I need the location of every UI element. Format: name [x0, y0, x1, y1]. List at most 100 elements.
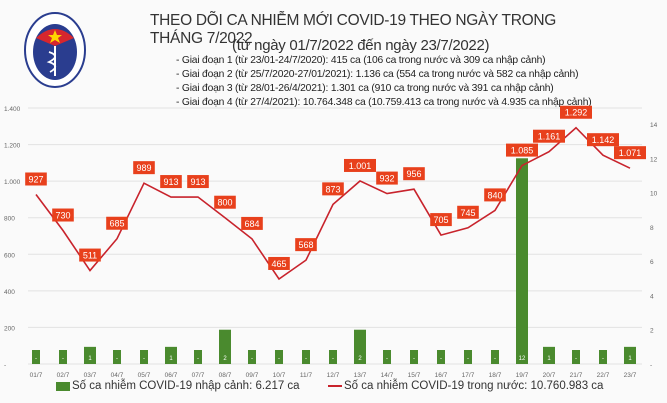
line-label-box [160, 175, 182, 189]
left-axis-tick: 1.200 [4, 143, 21, 150]
bar [491, 350, 499, 364]
bar [410, 350, 418, 364]
x-axis-tick: 06/7 [165, 372, 178, 379]
bar-label: - [278, 356, 280, 362]
line-label-box [430, 213, 452, 227]
x-axis-tick: 19/7 [516, 372, 529, 379]
line-label-box [403, 167, 425, 181]
stage-note-3: - Giai đoạn 3 (từ 28/01-26/4/2021): 1.30… [176, 83, 554, 94]
line-data-label: 932 [379, 174, 394, 184]
x-axis-tick: 21/7 [570, 372, 583, 379]
line-label-box [133, 161, 155, 175]
bar-label: - [62, 356, 64, 362]
line-data-label: 1.161 [538, 132, 561, 142]
right-axis-tick: 10 [650, 191, 658, 198]
line-data-label: 873 [325, 184, 340, 194]
bar-label: - [35, 356, 37, 362]
line-data-label: 1.142 [592, 135, 615, 145]
x-axis-tick: 07/7 [192, 372, 205, 379]
left-axis-tick: 1.400 [4, 106, 21, 113]
bar [113, 350, 121, 364]
line-label-box [457, 205, 479, 219]
x-axis-tick: 01/7 [30, 372, 43, 379]
x-axis-tick: 17/7 [462, 372, 475, 379]
line-data-label: 913 [163, 177, 178, 187]
bar [354, 329, 366, 364]
bar [543, 346, 555, 364]
bar [624, 346, 636, 364]
line-label-box [187, 175, 209, 189]
bar [329, 350, 337, 364]
bar-label: - [251, 356, 253, 362]
line-label-box [614, 146, 646, 160]
x-axis-tick: 10/7 [273, 372, 286, 379]
bar-label: - [305, 356, 307, 362]
bar-label: - [440, 356, 442, 362]
line-data-label: 927 [28, 174, 43, 184]
line-data-label: 568 [298, 240, 313, 250]
line-data-label: 989 [136, 163, 151, 173]
bar-label: 1 [169, 356, 173, 362]
bar-label: - [575, 356, 577, 362]
bar-label: - [143, 356, 145, 362]
left-axis-tick: 1.000 [4, 179, 21, 186]
page-subtitle: (từ ngày 01/7/2022 đến ngày 23/7/2022) [232, 37, 490, 54]
x-axis-tick: 11/7 [300, 372, 313, 379]
left-axis-tick: 800 [4, 216, 15, 223]
legend-domestic: Số ca nhiễm COVID-19 trong nước: 10.760.… [328, 380, 603, 392]
bar-label: - [116, 356, 118, 362]
bar [275, 350, 283, 364]
legend-bar-swatch [56, 381, 70, 391]
left-axis-tick: 400 [4, 289, 15, 296]
bar [165, 346, 177, 364]
bar-label: - [197, 356, 199, 362]
bar-label: 1 [547, 356, 551, 362]
line-data-label: 1.071 [619, 148, 642, 158]
line-data-label: 511 [83, 251, 97, 261]
x-axis-tick: 08/7 [219, 372, 232, 379]
bar [599, 350, 607, 364]
left-axis-tick: - [4, 362, 6, 369]
bar-label: - [494, 356, 496, 362]
x-axis-tick: 05/7 [138, 372, 151, 379]
x-axis-tick: 03/7 [84, 372, 97, 379]
line-data-label: 730 [55, 211, 70, 221]
left-axis-tick: 200 [4, 325, 15, 332]
bar [219, 329, 231, 364]
page-title: THEO DÕI CA NHIỄM MỚI COVID-19 THEO NGÀY… [150, 12, 556, 47]
line-label-box [295, 238, 317, 252]
line-label-box [214, 195, 236, 209]
legend-domestic-label: Số ca nhiễm COVID-19 trong nước: 10.760.… [344, 380, 604, 392]
line-data-label: 685 [109, 219, 124, 229]
bar-label: - [386, 356, 388, 362]
x-axis-tick: 04/7 [111, 372, 124, 379]
line-label-box [344, 158, 376, 172]
x-axis-tick: 18/7 [489, 372, 502, 379]
right-axis-tick: - [650, 362, 652, 369]
bar [464, 350, 472, 364]
x-axis-tick: 16/7 [435, 372, 448, 379]
line-label-box [560, 105, 592, 119]
bar [140, 350, 148, 364]
bar [383, 350, 391, 364]
line-label-box [106, 216, 128, 230]
x-axis-tick: 20/7 [543, 372, 556, 379]
bar-label: - [467, 356, 469, 362]
bar [437, 350, 445, 364]
right-axis-tick: 2 [650, 328, 654, 335]
stage-note-4: - Giai đoạn 4 (từ 27/4/2021): 10.764.348… [176, 97, 592, 108]
line-data-label: 745 [460, 208, 475, 218]
right-axis-tick: 12 [650, 156, 658, 163]
line-data-label: 840 [487, 190, 502, 200]
bar-label: 1 [628, 356, 632, 362]
bar [516, 158, 528, 364]
left-axis-tick: 600 [4, 252, 15, 259]
x-axis-tick: 12/7 [327, 372, 340, 379]
x-axis-tick: 14/7 [381, 372, 394, 379]
bar-label: 12 [519, 356, 526, 362]
bar [302, 350, 310, 364]
line-data-label: 1.001 [349, 161, 372, 171]
line-data-label: 465 [271, 259, 286, 269]
